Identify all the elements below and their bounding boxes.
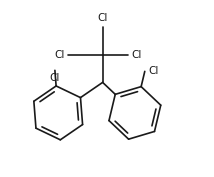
Text: Cl: Cl <box>148 66 158 76</box>
Text: Cl: Cl <box>131 50 141 60</box>
Text: Cl: Cl <box>54 50 65 60</box>
Text: Cl: Cl <box>50 73 60 84</box>
Text: Cl: Cl <box>97 13 108 23</box>
